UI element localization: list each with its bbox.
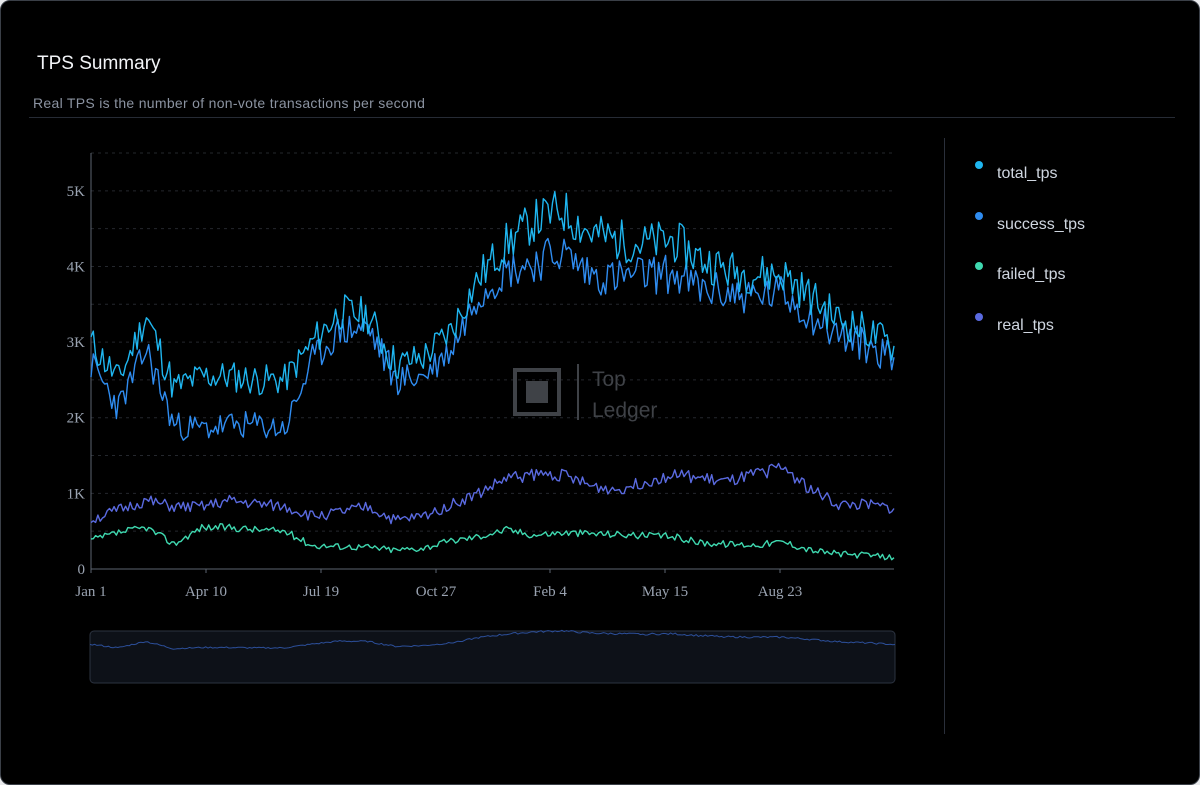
legend-item-real-tps[interactable]: real_tps: [973, 311, 1173, 362]
series-line-total-tps: [90, 191, 895, 398]
range-slider[interactable]: [89, 629, 896, 684]
legend: total_tps success_tps failed_tps real_tps: [973, 159, 1173, 361]
chart-title: TPS Summary: [37, 53, 161, 74]
chart-subtitle: Real TPS is the number of non-vote trans…: [33, 95, 426, 111]
x-tick-label: Apr 10: [185, 584, 227, 600]
legend-marker-icon: [975, 211, 983, 220]
y-tick-label: 1K: [67, 486, 86, 502]
watermark-logo-inner: [526, 381, 548, 403]
watermark-line1: Top: [592, 368, 626, 391]
x-tick-label: Aug 23: [758, 584, 803, 600]
watermark: Top Ledger: [513, 364, 657, 422]
legend-marker-icon: [975, 312, 983, 321]
range-slider-preview-line: [89, 629, 896, 650]
y-tick-labels: 0 1K 2K 3K 4K 5K: [67, 184, 86, 578]
watermark-line2: Ledger: [592, 399, 657, 422]
watermark-logo-outer: [513, 368, 561, 416]
x-tick-label: Jan 1: [75, 584, 106, 600]
x-tick-label: Jul 19: [303, 584, 339, 600]
legend-divider: [944, 138, 945, 734]
legend-item-success-tps[interactable]: success_tps: [973, 210, 1173, 261]
legend-label: failed_tps: [997, 266, 1066, 283]
legend-marker-icon: [975, 161, 983, 169]
y-tick-label: 5K: [67, 184, 86, 200]
legend-label: real_tps: [997, 316, 1054, 334]
header-divider: [29, 117, 1175, 118]
series-line-success-tps: [90, 237, 895, 441]
y-tick-label: 3K: [67, 335, 86, 351]
x-tick-label: May 15: [642, 584, 688, 600]
y-tick-label: 2K: [67, 411, 86, 427]
legend-item-total-tps[interactable]: total_tps: [973, 159, 1173, 210]
x-tick-label: Feb 4: [533, 584, 567, 600]
series-line-failed-tps: [90, 523, 895, 561]
x-tick-labels: Jan 1 Apr 10 Jul 19 Oct 27 Feb 4 May 15 Aug 23: [75, 569, 802, 600]
series-line-real-tps: [90, 462, 895, 525]
y-tick-label: 0: [78, 562, 86, 578]
y-tick-label: 4K: [67, 259, 86, 275]
legend-marker-icon: [975, 262, 983, 270]
legend-item-failed-tps[interactable]: failed_tps: [973, 260, 1173, 311]
x-tick-label: Oct 27: [416, 584, 457, 600]
axes: [90, 153, 894, 570]
legend-label: total_tps: [997, 165, 1058, 182]
range-slider-track[interactable]: [89, 630, 896, 684]
legend-label: success_tps: [997, 215, 1086, 233]
grid-lines: [91, 152, 894, 532]
series-lines: [90, 191, 895, 561]
